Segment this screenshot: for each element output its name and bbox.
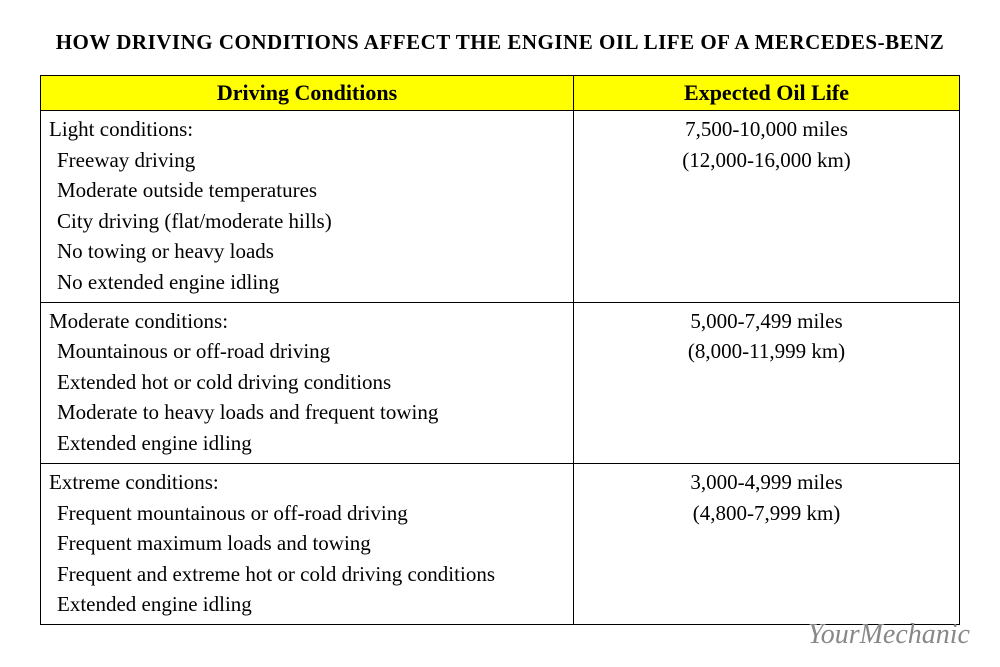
condition-item: Moderate to heavy loads and frequent tow…	[49, 397, 565, 427]
condition-item: Extended engine idling	[49, 428, 565, 458]
condition-item: Frequent and extreme hot or cold driving…	[49, 559, 565, 589]
condition-heading: Extreme conditions:	[49, 467, 565, 497]
column-header-oil-life: Expected Oil Life	[574, 76, 960, 111]
condition-item: No extended engine idling	[49, 267, 565, 297]
oil-life-table: Driving Conditions Expected Oil Life Lig…	[40, 75, 960, 625]
condition-item: Mountainous or off-road driving	[49, 336, 565, 366]
condition-heading: Light conditions:	[49, 114, 565, 144]
page-title: HOW DRIVING CONDITIONS AFFECT THE ENGINE…	[40, 28, 960, 57]
table-row: Moderate conditions: Mountainous or off-…	[41, 303, 960, 464]
cell-conditions: Light conditions: Freeway driving Modera…	[41, 111, 574, 303]
oil-life-km: (4,800-7,999 km)	[582, 498, 951, 528]
column-header-conditions: Driving Conditions	[41, 76, 574, 111]
watermark: YourMechanic	[808, 619, 970, 651]
oil-life-miles: 7,500-10,000 miles	[582, 114, 951, 144]
table-row: Light conditions: Freeway driving Modera…	[41, 111, 960, 303]
condition-item: Extended engine idling	[49, 589, 565, 619]
table-header-row: Driving Conditions Expected Oil Life	[41, 76, 960, 111]
condition-item: Frequent mountainous or off-road driving	[49, 498, 565, 528]
condition-item: No towing or heavy loads	[49, 236, 565, 266]
condition-item: Frequent maximum loads and towing	[49, 528, 565, 558]
cell-oil-life: 7,500-10,000 miles (12,000-16,000 km)	[574, 111, 960, 303]
table-row: Extreme conditions: Frequent mountainous…	[41, 464, 960, 625]
cell-oil-life: 5,000-7,499 miles (8,000-11,999 km)	[574, 303, 960, 464]
condition-item: Freeway driving	[49, 145, 565, 175]
oil-life-miles: 3,000-4,999 miles	[582, 467, 951, 497]
condition-heading: Moderate conditions:	[49, 306, 565, 336]
cell-conditions: Moderate conditions: Mountainous or off-…	[41, 303, 574, 464]
cell-conditions: Extreme conditions: Frequent mountainous…	[41, 464, 574, 625]
condition-item: City driving (flat/moderate hills)	[49, 206, 565, 236]
condition-item: Moderate outside temperatures	[49, 175, 565, 205]
oil-life-km: (8,000-11,999 km)	[582, 336, 951, 366]
oil-life-km: (12,000-16,000 km)	[582, 145, 951, 175]
condition-item: Extended hot or cold driving conditions	[49, 367, 565, 397]
oil-life-miles: 5,000-7,499 miles	[582, 306, 951, 336]
cell-oil-life: 3,000-4,999 miles (4,800-7,999 km)	[574, 464, 960, 625]
